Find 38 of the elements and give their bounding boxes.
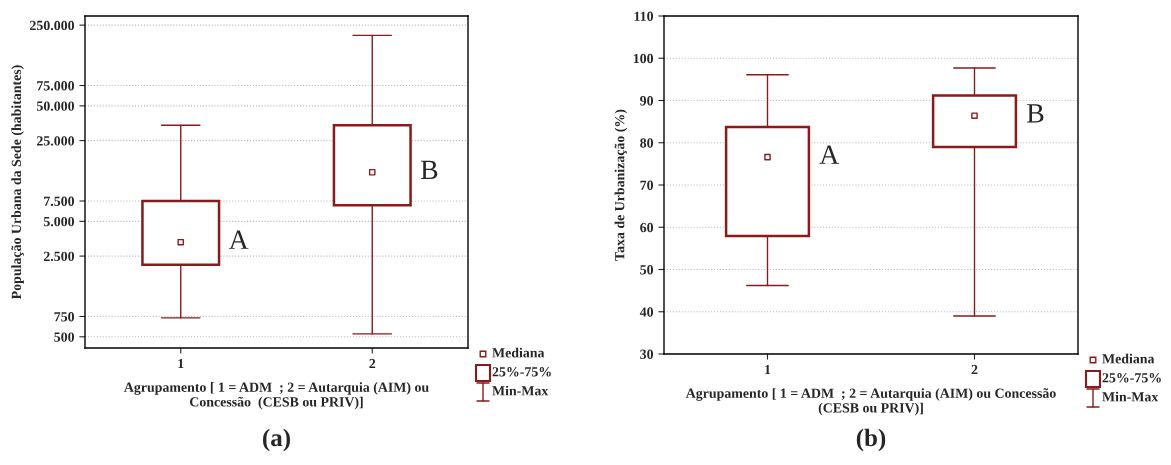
text: Min-Max (492, 385, 549, 396)
y-axis-title: População Urbana da Sede (habitantes) (11, 65, 24, 300)
y-tick-label: 110 (634, 11, 654, 21)
annotation: B (420, 160, 438, 180)
y-tick-label: 90 (640, 96, 654, 106)
y-tick-label: 7.500 (44, 196, 75, 207)
y-tick-label: 5.000 (43, 216, 75, 227)
y-tick-label: 25.000 (36, 136, 75, 146)
y-tick-label: 80 (640, 138, 654, 148)
annotation: A (228, 230, 249, 249)
annotation: A (819, 145, 840, 164)
x-tick-label: 2 (971, 364, 978, 375)
y-tick-label: 75.000 (37, 81, 75, 91)
text: (a) (263, 428, 290, 452)
x-axis-title: Agrupamento [ 1 = ADM ; 2 = Autarquia (AIM) ou Concessão (CESB ou PRIV)] (685, 388, 1056, 416)
text: Min-Max (1102, 391, 1159, 402)
y-axis-title: Taxa de Urbanização (%) (614, 109, 628, 261)
y-tick-label: 250.000 (30, 20, 75, 31)
y-tick-label: 500 (54, 332, 75, 342)
annotation: B (1027, 104, 1044, 123)
x-tick-label: 2 (369, 358, 376, 369)
y-tick-label: 750 (54, 312, 75, 322)
x-tick-label: 1 (765, 364, 771, 375)
x-axis-title: Agrupamento [ 1 = ADM ; 2 = Autarquia (AIM) ou Concessão (CESB ou PRIV)] (123, 382, 429, 410)
y-tick-label: 50.000 (36, 101, 75, 111)
y-tick-label: 30 (640, 349, 654, 359)
y-tick-label: 50 (640, 265, 654, 275)
text: (b) (856, 428, 886, 452)
y-tick-label: 100 (633, 53, 654, 64)
y-tick-label: 60 (640, 222, 654, 233)
text: 25%-75% (1102, 373, 1161, 383)
y-tick-label: 2.500 (43, 251, 75, 262)
text: Mediana (492, 347, 545, 358)
x-tick-label: 1 (178, 358, 184, 369)
y-tick-label: 70 (640, 180, 654, 190)
text: Mediana (1102, 353, 1155, 364)
text: 25%-75% (492, 367, 551, 377)
y-tick-label: 40 (639, 307, 654, 317)
